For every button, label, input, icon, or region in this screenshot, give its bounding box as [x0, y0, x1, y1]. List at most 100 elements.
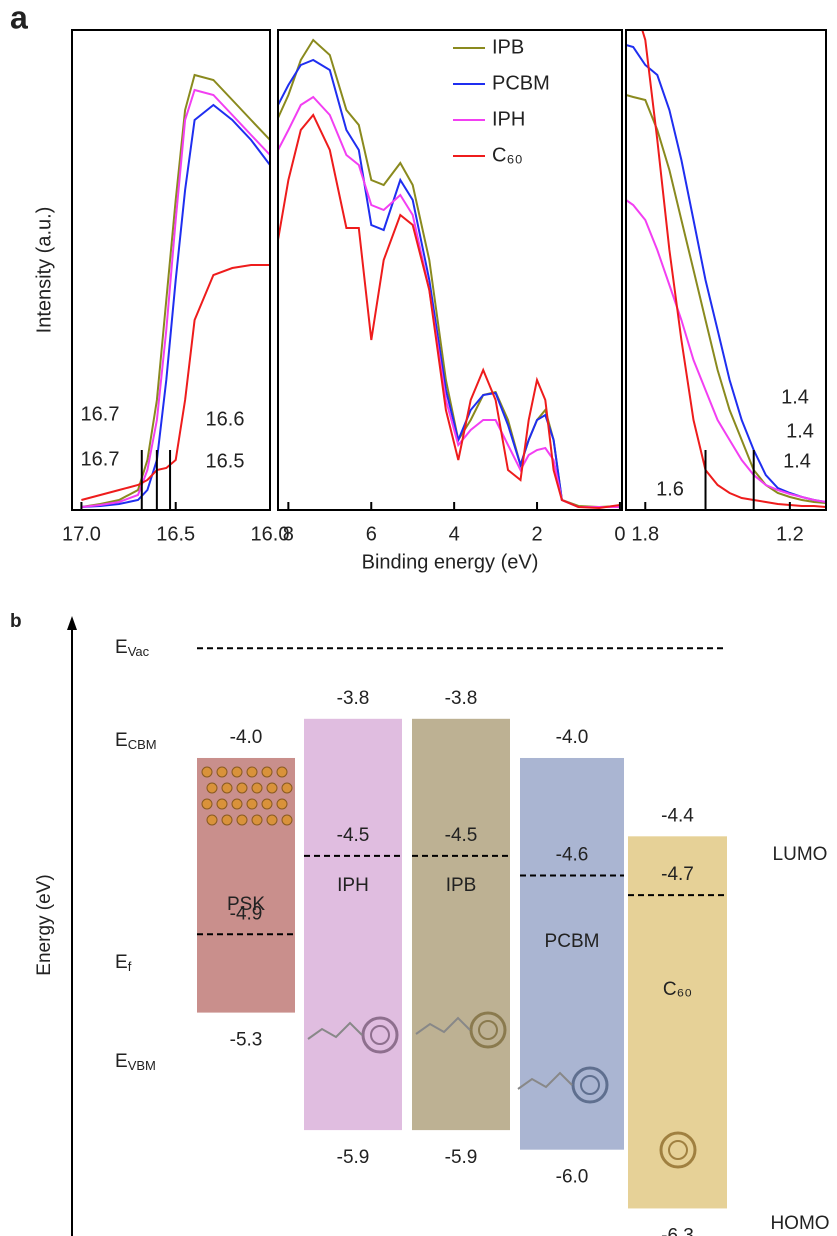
perovskite-atom [246, 798, 258, 810]
fullerene [469, 1011, 507, 1049]
x-tick-label: 17.0 [62, 523, 101, 545]
x-axis-label: Binding energy (eV) [362, 551, 539, 573]
onset-label: 1.4 [786, 420, 814, 442]
plot-frame [625, 29, 827, 511]
axis-arrow [67, 616, 77, 630]
perovskite-atom [276, 798, 288, 810]
x-tick-label: 1.8 [631, 523, 659, 545]
perovskite-atom [201, 766, 213, 778]
perovskite-atom [231, 766, 243, 778]
material-name: PCBM [545, 931, 600, 952]
x-tick-label: 8 [283, 523, 294, 545]
panel-label: b [10, 611, 22, 632]
perovskite-atom [216, 798, 228, 810]
spectrum-line [81, 88, 270, 508]
spectrum-line [278, 58, 620, 508]
homo-value: -5.9 [445, 1147, 478, 1168]
spectrum-line [81, 103, 270, 508]
fullerene-core [580, 1075, 600, 1095]
perovskite-atom [221, 814, 233, 826]
fullerene [659, 1131, 697, 1169]
level-label: Ef [115, 952, 132, 974]
lumo-value: -4.4 [661, 805, 694, 826]
lumo-value: -4.0 [556, 727, 589, 748]
lumo-value: -3.8 [445, 688, 478, 709]
homo-value: -5.9 [337, 1147, 370, 1168]
material-name: C₆₀ [663, 979, 692, 1000]
spectrum-line [81, 73, 270, 508]
level-label-main: E [115, 1051, 128, 1072]
perovskite-atom [251, 782, 263, 794]
x-tick-label: 6 [366, 523, 377, 545]
level-label-sub: CBM [128, 737, 157, 752]
y-axis-label: Intensity (a.u.) [33, 207, 55, 334]
fullerene-core [478, 1020, 498, 1040]
side-chain [517, 1071, 573, 1090]
legend-label: PCBM [492, 72, 550, 94]
band-box [412, 718, 510, 1131]
lumo-value: -3.8 [337, 688, 370, 709]
level-label-main: E [115, 730, 128, 751]
legend-label: IPH [492, 108, 525, 130]
fullerene [361, 1016, 399, 1054]
fermi-value: -4.7 [661, 864, 694, 885]
perovskite-atom [201, 798, 213, 810]
level-label: EVBM [115, 1051, 156, 1073]
level-label-main: E [115, 637, 128, 658]
legend-label: IPB [492, 36, 524, 58]
perovskite-atom [221, 782, 233, 794]
homo-value: -6.0 [556, 1167, 589, 1188]
material-name: PSK [227, 894, 265, 915]
onset-label: 16.7 [81, 448, 120, 470]
perovskite-atom [251, 814, 263, 826]
fermi-value: -4.9 [230, 903, 263, 924]
spectrum-line [626, 199, 826, 503]
x-tick-label: 16.5 [156, 523, 195, 545]
y-axis-label: Energy (eV) [34, 874, 55, 975]
band-box [628, 836, 727, 1209]
level-label-main: E [115, 952, 128, 973]
homo-label: HOMO [770, 1213, 829, 1234]
perovskite-atom [206, 782, 218, 794]
perovskite-atom [261, 798, 273, 810]
side-chain [415, 1016, 471, 1035]
x-tick-label: 2 [531, 523, 542, 545]
fermi-value: -4.5 [445, 825, 478, 846]
fermi-value: -4.5 [337, 825, 370, 846]
plot-frame [277, 29, 623, 511]
material-name: IPH [337, 875, 369, 896]
band-box [520, 757, 624, 1150]
level-label-sub: VBM [128, 1058, 156, 1073]
spectrum-line [278, 95, 620, 508]
homo-value: -5.3 [230, 1030, 263, 1051]
onset-label: 16.6 [206, 408, 245, 430]
onset-label: 16.7 [81, 403, 120, 425]
perovskite-atom [281, 782, 293, 794]
fullerene [571, 1066, 609, 1104]
perovskite-atom [216, 766, 228, 778]
spectrum-line [278, 113, 621, 510]
perovskite-atom [281, 814, 293, 826]
material-name: IPB [446, 875, 477, 896]
onset-label: 1.4 [783, 450, 811, 472]
onset-label: 1.6 [656, 478, 684, 500]
onset-label: 16.5 [206, 450, 245, 472]
spectrum-line [641, 30, 826, 508]
band-box [304, 718, 402, 1131]
perovskite-atom [231, 798, 243, 810]
x-tick-label: 16.0 [251, 523, 290, 545]
perovskite-atom [266, 782, 278, 794]
level-label-sub: Vac [128, 644, 150, 659]
spectrum-line [278, 38, 620, 509]
perovskite-atom [261, 766, 273, 778]
perovskite-atom [236, 782, 248, 794]
legend-label: C₆₀ [492, 144, 523, 166]
perovskite-atom [246, 766, 258, 778]
homo-value: -6.3 [661, 1225, 694, 1236]
perovskite-atom [206, 814, 218, 826]
fullerene-core [668, 1140, 688, 1160]
onset-label: 1.4 [781, 386, 809, 408]
level-label: ECBM [115, 730, 157, 752]
